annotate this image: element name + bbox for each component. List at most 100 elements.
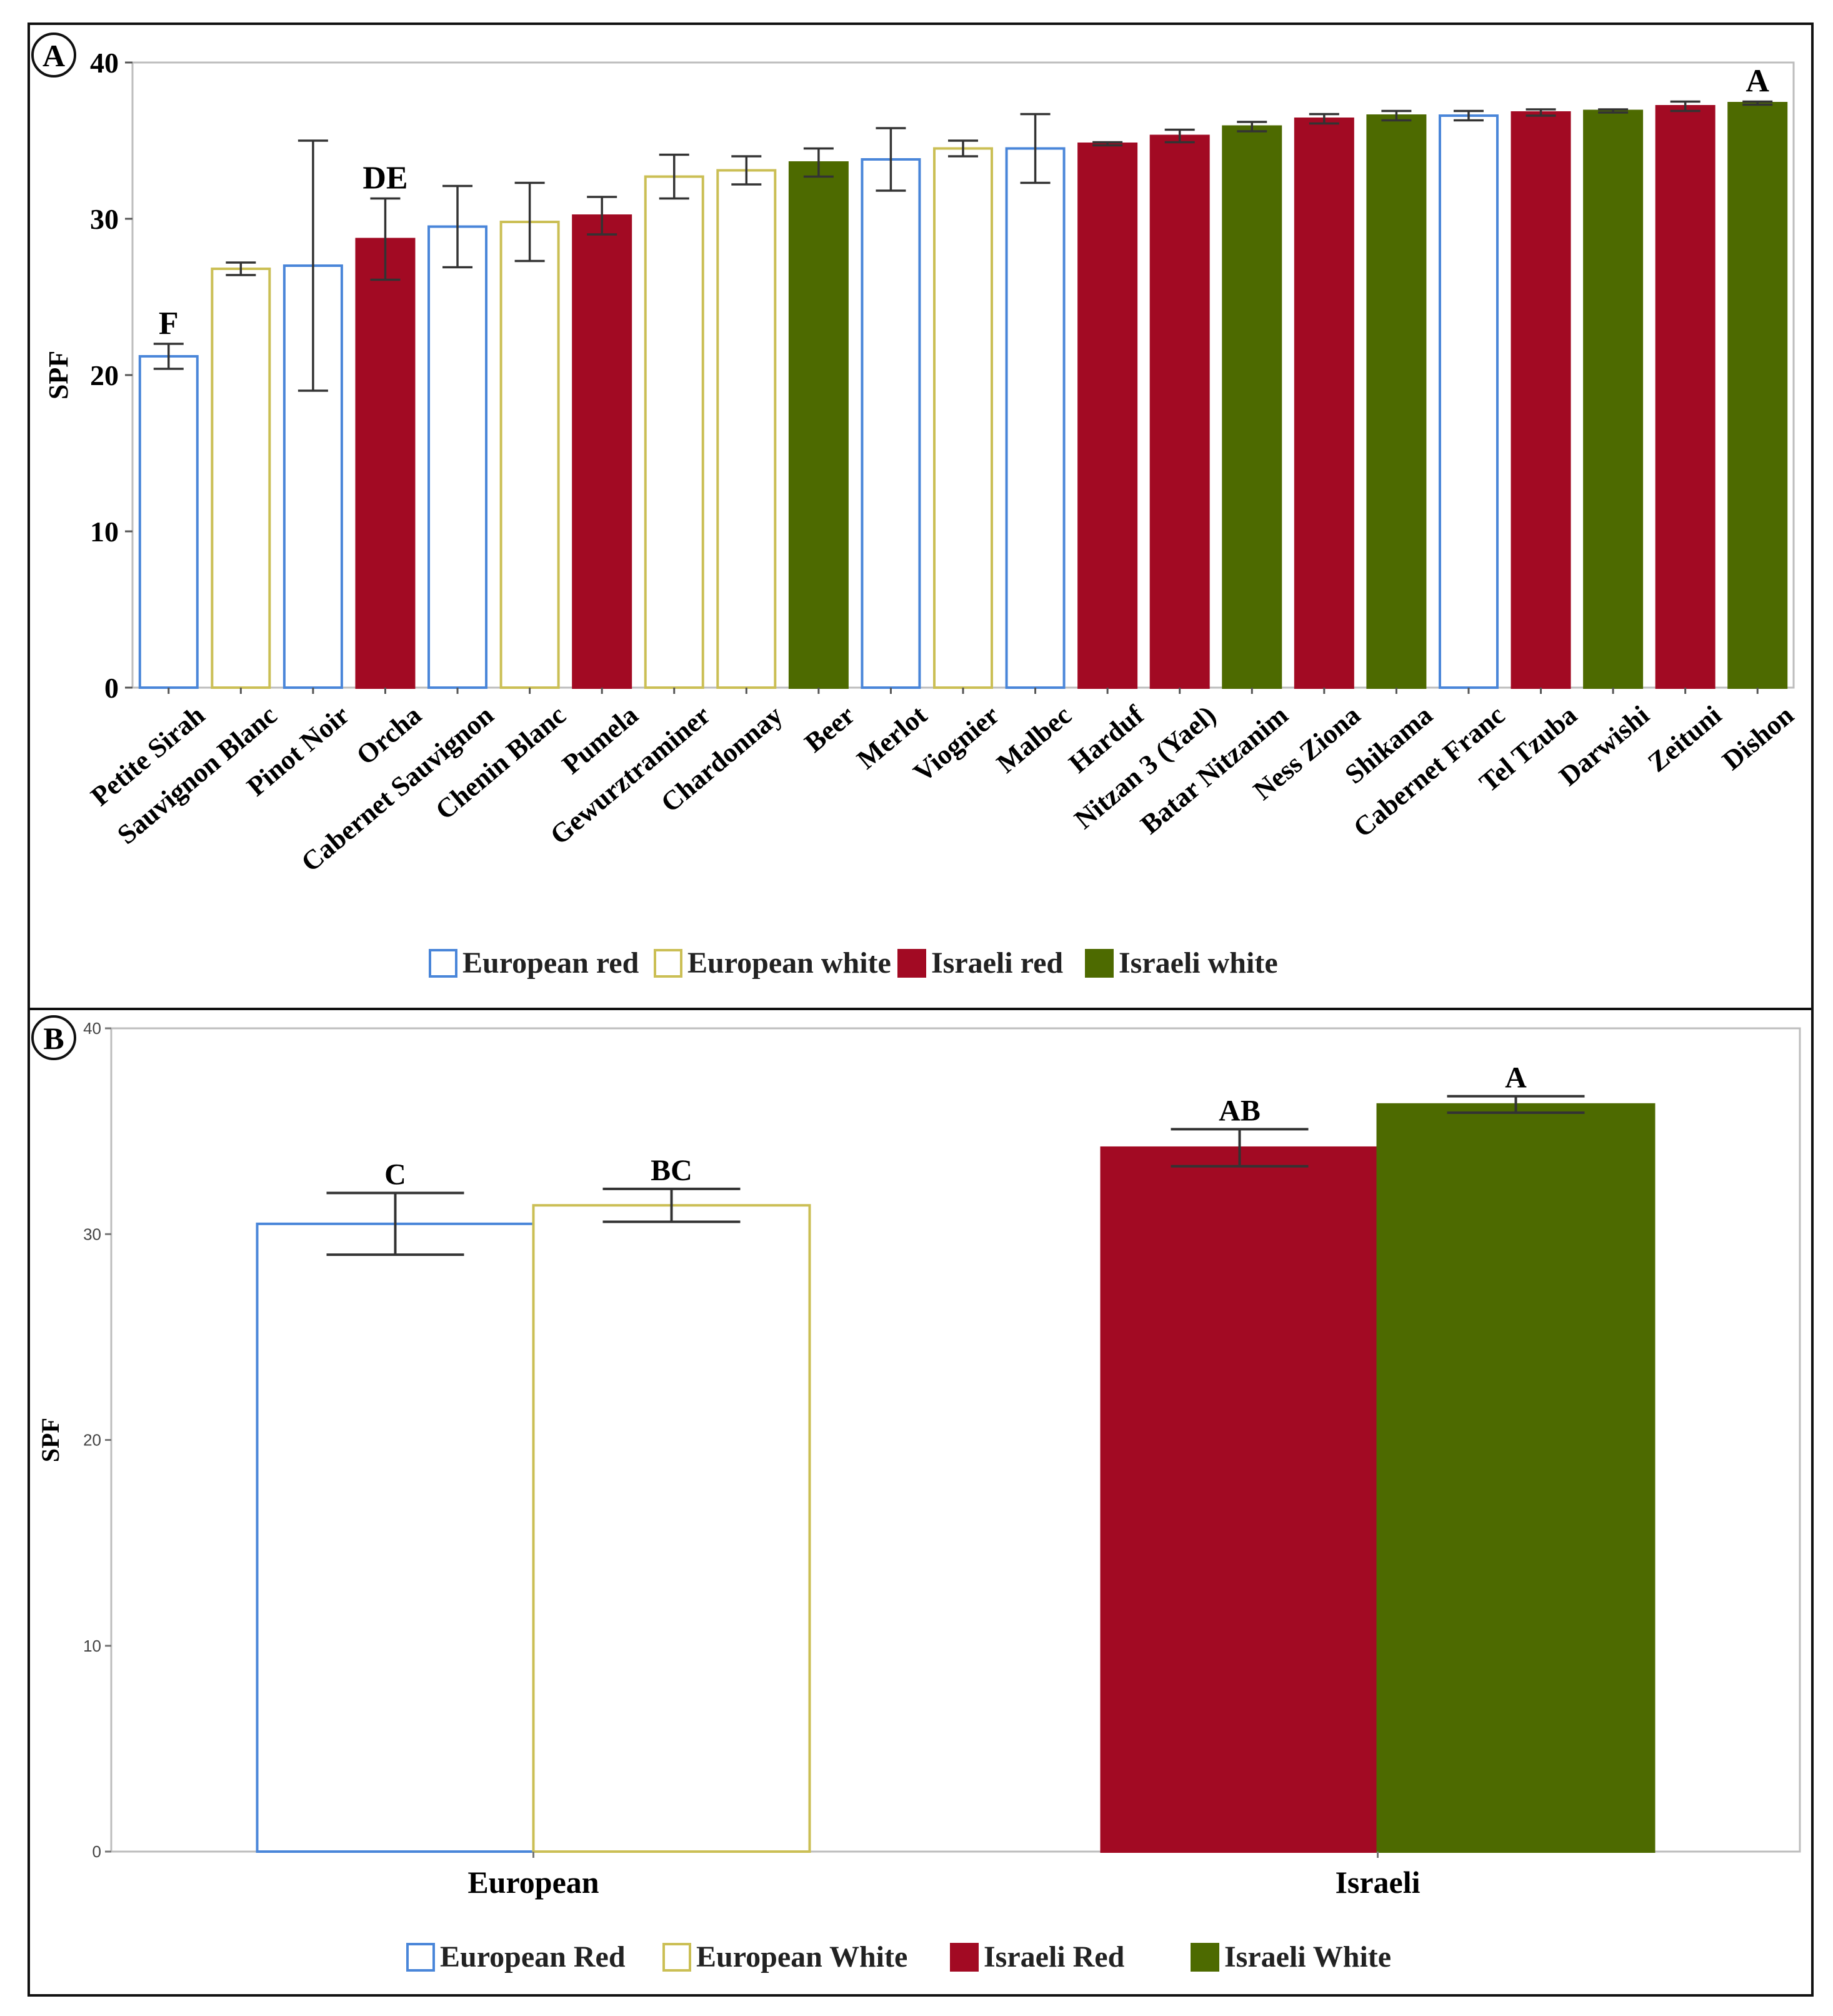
x-tick-label-beer: Beer — [799, 700, 861, 758]
error-bar-pinot-noir — [297, 139, 328, 392]
error-bar-darwishi — [1598, 108, 1629, 114]
legend-label-israeli-white: Israeli White — [1224, 1940, 1391, 1973]
x-tick-label-malbec: Malbec — [991, 700, 1077, 779]
error-bar-pumela — [587, 196, 617, 236]
panel-a-legend: European red European white Israeli red Isr… — [429, 946, 1278, 980]
x-tick-label-zeituni: Zeituni — [1642, 700, 1727, 778]
bar-petite-sirah — [138, 355, 199, 689]
bar-ness-ziona — [1294, 118, 1354, 689]
error-bar-sauvignon-blanc — [226, 261, 256, 276]
panel-label-b: B — [31, 1015, 76, 1060]
panel-label-circle — [31, 1015, 76, 1060]
bar-israeli-white — [1376, 1103, 1656, 1853]
error-bar-israeli-white — [1447, 1095, 1585, 1114]
significance-letter: AB — [1219, 1094, 1261, 1127]
legend-swatch-israeli-red — [897, 949, 926, 978]
legend-swatch-israeli-white — [1085, 949, 1114, 978]
significance-letter: A — [1505, 1061, 1527, 1095]
error-bar-european-red — [326, 1191, 464, 1256]
legend-label-israeli-red: Israeli Red — [984, 1940, 1125, 1973]
y-tick-label: 20 — [90, 359, 119, 391]
bar-gewurztraminer — [644, 175, 704, 689]
bar-chenin-blanc — [499, 221, 560, 689]
significance-letter: C — [384, 1158, 406, 1191]
bar-israeli-red — [1100, 1146, 1379, 1853]
panel-b-chart: 0 10 20 30 40 SPF C BC European AB A Israeli Europea… — [36, 1019, 1801, 1973]
y-tick-label: 30 — [90, 203, 119, 235]
error-bar-european-white — [602, 1187, 741, 1223]
error-bar-batar-nitzanim — [1237, 121, 1267, 133]
x-tick-label-dishon: Dishon — [1717, 700, 1800, 776]
error-bar-cabernet-franc — [1453, 109, 1484, 122]
error-bar-orcha — [370, 197, 401, 281]
legend-label-european-white: European White — [696, 1940, 907, 1973]
error-bar-merlot — [876, 127, 906, 192]
y-tick-label: 0 — [92, 1842, 101, 1861]
panel-label-text: A — [42, 38, 65, 73]
error-bar-dishon — [1742, 100, 1773, 106]
legend-swatch-israeli-red — [950, 1943, 979, 1972]
legend-label-european-red: European red — [462, 946, 639, 980]
bar-viognier — [933, 147, 993, 689]
y-tick-label: 10 — [83, 1637, 101, 1655]
legend-label-european-red: European Red — [440, 1940, 626, 1973]
panel-label-text: B — [43, 1021, 64, 1056]
bar-cabernet-franc — [1438, 114, 1499, 689]
panel-label-circle — [31, 33, 76, 78]
bar-beer — [788, 161, 849, 689]
bar-tel-tzuba — [1511, 111, 1571, 689]
bar-zeituni — [1655, 105, 1716, 689]
bar-cabernet-sauvignon — [427, 225, 488, 689]
error-bar-beer — [803, 147, 834, 178]
error-bar-viognier — [948, 139, 978, 158]
legend-label-israeli-white: Israeli white — [1119, 946, 1278, 980]
bar-sauvignon-blanc — [211, 268, 271, 689]
error-bar-gewurztraminer — [659, 153, 689, 200]
x-tick-label-european: European — [467, 1865, 599, 1900]
y-tick-label: 40 — [90, 47, 119, 79]
bar-european-red — [256, 1222, 535, 1853]
y-tick-label: 40 — [83, 1019, 101, 1038]
bar-chardonnay — [716, 169, 777, 689]
y-tick-label: 20 — [83, 1431, 101, 1450]
bar-shikama — [1366, 114, 1427, 689]
significance-letter: BC — [651, 1154, 692, 1187]
significance-letter: DE — [362, 161, 407, 196]
legend-swatch-european-white — [662, 1943, 691, 1972]
bar-merlot — [861, 158, 921, 689]
y-tick-label: 0 — [104, 672, 119, 704]
bar-dishon — [1727, 102, 1788, 689]
error-bar-ness-ziona — [1309, 113, 1339, 125]
y-tick-label: 10 — [90, 516, 119, 548]
error-bar-chardonnay — [731, 155, 762, 186]
y-tick-label: 30 — [83, 1225, 101, 1243]
bar-nitzan-3-yael — [1149, 134, 1210, 689]
significance-letter: F — [159, 306, 179, 341]
legend-swatch-european-red — [429, 949, 457, 978]
error-bar-malbec — [1020, 113, 1051, 184]
error-bar-chenin-blanc — [514, 181, 545, 263]
legend-swatch-israeli-white — [1191, 1943, 1219, 1972]
bar-darwishi — [1583, 109, 1644, 689]
error-bar-nitzan-3-yael — [1164, 128, 1195, 144]
bar-orcha — [355, 238, 416, 689]
error-bar-petite-sirah — [153, 343, 184, 370]
panel-b-frame — [27, 1008, 1814, 1997]
error-bar-harduf — [1092, 141, 1123, 147]
legend-swatch-european-white — [654, 949, 682, 978]
bar-batar-nitzanim — [1222, 125, 1282, 689]
error-bar-shikama — [1381, 109, 1412, 122]
bar-malbec — [1005, 147, 1066, 689]
error-bar-zeituni — [1670, 100, 1701, 113]
legend-swatch-european-red — [406, 1943, 435, 1972]
bar-pumela — [572, 214, 632, 689]
y-axis-label: SPF — [43, 351, 74, 399]
panel-b-legend: European Red European White Israeli Red Isr… — [406, 1940, 1391, 1973]
panel-label-a: A — [31, 33, 76, 78]
significance-letter: A — [1746, 64, 1769, 99]
error-bar-cabernet-sauvignon — [442, 184, 473, 269]
bar-european-white — [532, 1204, 811, 1853]
bar-harduf — [1077, 143, 1138, 689]
